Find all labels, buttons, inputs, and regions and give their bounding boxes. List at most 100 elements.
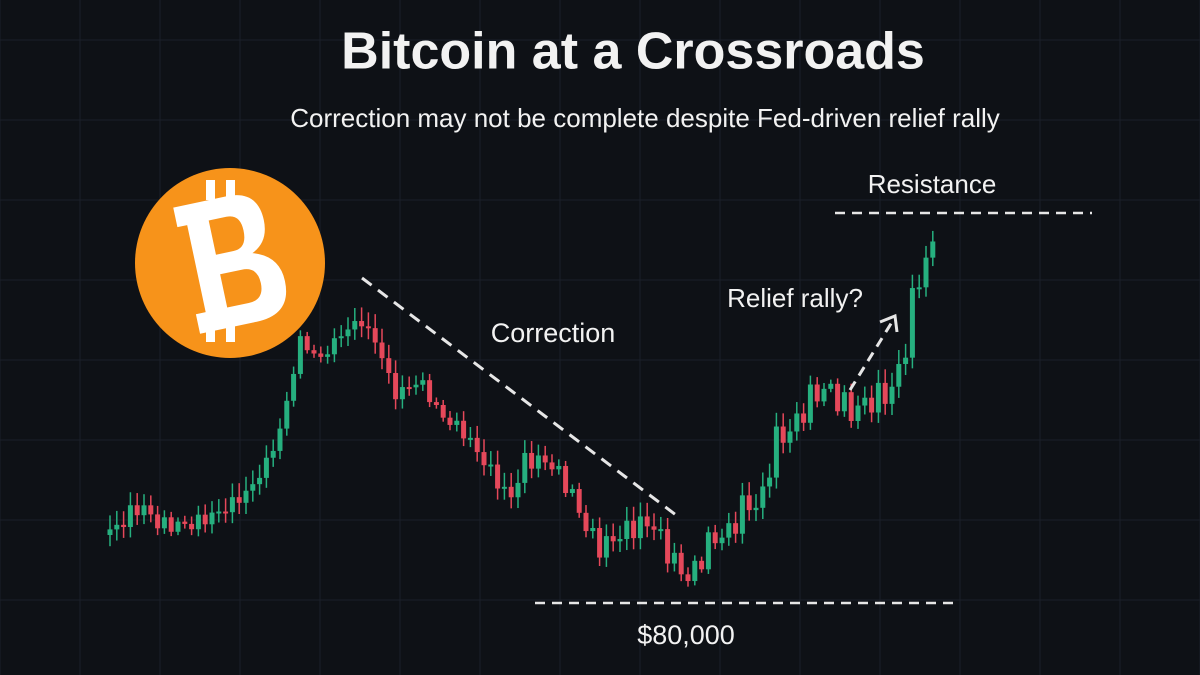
candle-body [807,384,813,423]
candle-body [746,495,752,511]
candle-body [522,452,528,483]
candle-body [243,490,249,503]
candle-body [399,387,405,400]
candle-body [291,373,297,401]
candle-body [501,486,507,489]
candle-body [284,400,290,429]
candle-body [726,523,732,538]
candle-body [719,537,725,544]
candle-body [631,520,637,539]
candle-body [182,521,188,524]
candle-body [828,383,834,389]
candle-body [263,457,269,478]
candle-body [678,552,684,575]
candle-body [413,384,419,388]
resistance-label: Resistance [868,169,997,199]
candle-body [889,386,895,404]
candle-body [692,560,698,582]
candle-body [644,516,650,527]
candle-body [739,495,745,534]
candle-body [556,465,562,470]
candle-body [869,397,875,413]
candle-body [488,464,494,467]
candle-body [685,574,691,582]
candle-body [461,420,467,439]
candle-body [603,536,609,558]
correction-trendline [361,276,681,520]
candle-body [304,336,310,351]
candle-body [257,477,263,485]
candle-body [855,405,861,421]
candle-body [767,477,773,487]
candle-body [597,527,603,558]
candle-body [780,426,786,443]
candle-body [325,354,331,357]
candle-body [161,517,167,529]
candles [107,230,936,587]
candle-body [195,514,201,530]
candle-body [801,413,807,423]
candle-body [794,413,800,432]
candle-body [733,523,739,534]
candle-body [250,484,256,491]
candle-body [787,431,793,443]
candle-body [474,437,480,453]
candle-body [841,392,847,412]
candle-body [386,358,392,374]
candle-body [916,287,922,290]
candle-body [896,363,902,387]
candle-body [542,455,548,463]
candle-body [549,462,555,470]
logo-bar [206,322,215,342]
candle-body [699,560,705,570]
support-label: $80,000 [637,620,735,650]
candle-body [590,527,596,532]
candle-body [637,516,643,539]
candle-body [576,489,582,513]
candle-body [359,321,365,327]
logo-b [173,195,287,334]
candle-body [583,512,589,532]
bitcoin-logo [135,168,325,358]
candle-body [352,321,358,330]
candle-body [223,511,229,514]
candle-body [372,328,378,343]
candle-body [155,514,161,529]
candle-body [236,497,242,503]
candle-body [923,257,929,288]
candle-body [529,452,535,469]
candle-body [331,338,337,355]
candle-body [909,288,915,358]
candle-body [141,505,147,516]
title: Bitcoin at a Crossroads [341,23,925,81]
candle-body [930,241,936,258]
candle-body [175,521,181,532]
candle-body [535,455,541,469]
logo-bar [206,180,215,200]
candle-body [216,511,222,514]
candle-body [821,388,827,402]
candle-body [760,486,766,508]
candle-body [848,392,854,421]
candle-body [311,350,317,354]
candle-body [875,382,881,413]
candle-body [440,404,446,418]
candle-body [705,532,711,570]
candle-body [427,380,433,403]
candle-body [447,417,453,425]
candle-body [168,517,174,532]
candle-body [814,384,820,402]
candle-body [345,329,351,337]
candle-body [658,529,664,532]
candle-body [753,507,759,511]
candle-body [107,529,113,535]
candle-body [617,539,623,542]
candle-body [433,402,439,405]
candle-body [495,464,501,489]
candle-body [420,380,426,385]
candle-body [148,505,154,515]
logo-bar [226,322,235,342]
